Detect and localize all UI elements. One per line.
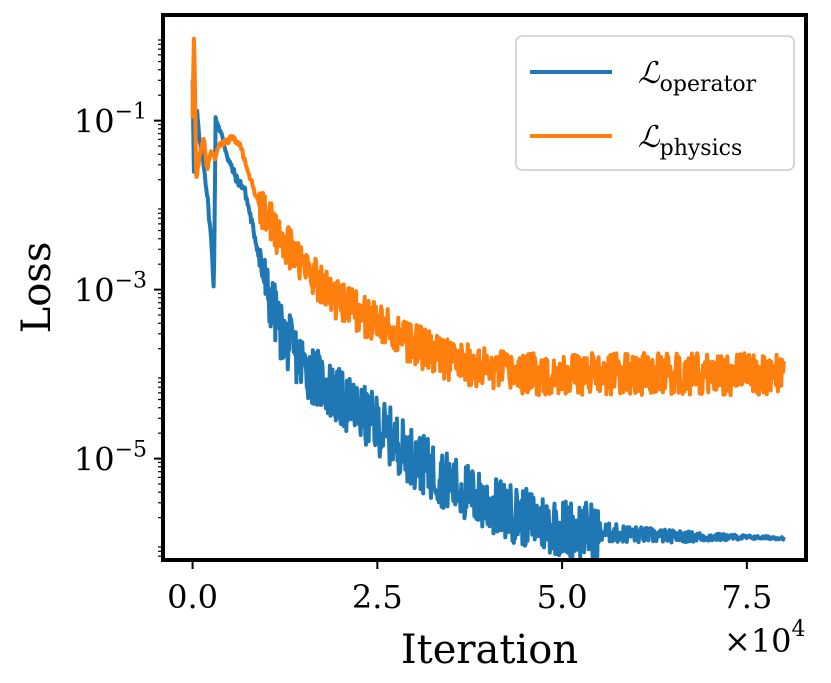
y-tick-label: 10−5 bbox=[74, 438, 147, 479]
series-line-operator bbox=[190, 80, 786, 560]
plot-frame bbox=[161, 13, 808, 562]
legend-label-operator: ℒoperator bbox=[638, 56, 757, 97]
x-multiplier-label: ×104 bbox=[724, 617, 806, 660]
legend-label-physics: ℒphysics bbox=[638, 120, 742, 161]
x-tick-label: 0.0 bbox=[167, 578, 218, 616]
x-axis-label: Iteration bbox=[401, 627, 578, 673]
x-tick-label: 7.5 bbox=[721, 578, 772, 616]
series-line-physics bbox=[190, 36, 786, 398]
series-layer bbox=[190, 36, 786, 560]
x-tick-label: 5.0 bbox=[537, 578, 588, 616]
y-tick-label: 10−3 bbox=[74, 269, 147, 310]
axes-layer: 0.0 2.5 5.0 7.5 10−1 10−3 10−5 Iteration Loss ×10… bbox=[14, 13, 808, 673]
y-axis-label: Loss bbox=[14, 242, 60, 334]
y-tick-label: 10−1 bbox=[74, 100, 147, 141]
x-tick-label: 2.5 bbox=[352, 578, 403, 616]
legend: ℒoperator ℒphysics bbox=[515, 35, 795, 171]
